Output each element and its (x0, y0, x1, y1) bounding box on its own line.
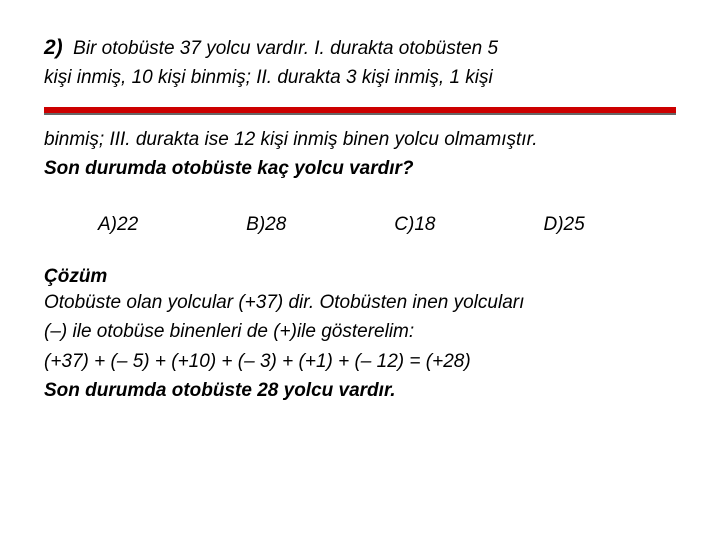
question-number: 2) (44, 36, 63, 59)
solution-title: Çözüm (44, 266, 676, 288)
question-para-1: 2) Bir otobüste 37 yolcu vardır. I. dura… (44, 34, 676, 93)
solution-block: Çözüm Otobüste olan yolcular (+37) dir. … (44, 266, 676, 406)
slide-content: 2) Bir otobüste 37 yolcu vardır. I. dura… (0, 0, 720, 406)
option-b: B)28 (246, 214, 286, 236)
solution-line-3: (+37) + (– 5) + (+10) + (– 3) + (+1) + (… (44, 347, 676, 376)
answer-options: A)22 B)28 C)18 D)25 (98, 214, 676, 236)
red-divider (44, 107, 676, 113)
question-line-2: kişi inmiş, 10 kişi binmiş; II. durakta … (44, 63, 676, 92)
question-line-3: binmiş; III. durakta ise 12 kişi inmiş b… (44, 125, 676, 154)
solution-line-1: Otobüste olan yolcular (+37) dir. Otobüs… (44, 288, 676, 317)
question-para-2: binmiş; III. durakta ise 12 kişi inmiş b… (44, 125, 676, 184)
option-d: D)25 (543, 214, 584, 236)
solution-line-4: Son durumda otobüste 28 yolcu vardır. (44, 376, 676, 405)
question-line-1: Bir otobüste 37 yolcu vardır. I. durakta… (73, 38, 498, 59)
option-a: A)22 (98, 214, 138, 236)
question-prompt: Son durumda otobüste kaç yolcu vardır? (44, 154, 676, 183)
solution-line-2: (–) ile otobüse binenleri de (+)ile göst… (44, 317, 676, 346)
option-c: C)18 (394, 214, 435, 236)
